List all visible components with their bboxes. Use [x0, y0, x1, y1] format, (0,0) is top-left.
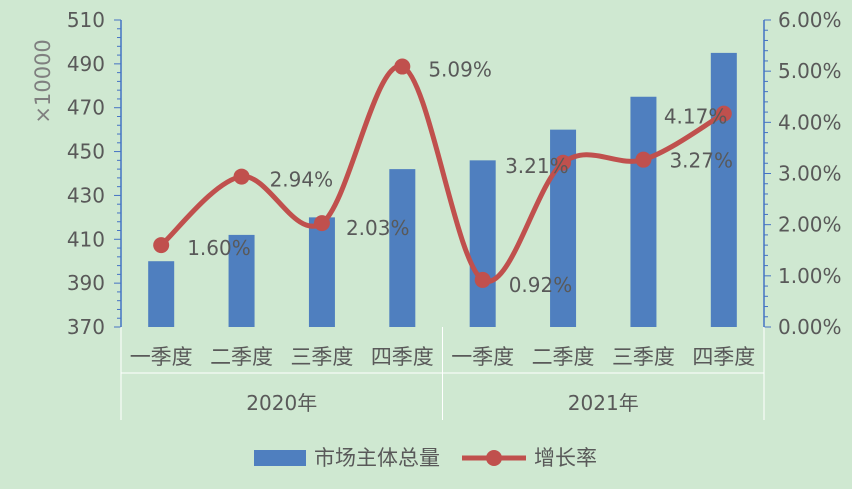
x-tick-label: 三季度 [612, 345, 675, 369]
line-marker [474, 271, 491, 288]
y-tick-label: 370 [67, 315, 105, 339]
y-tick-label: 470 [67, 96, 105, 120]
bar-series [148, 52, 737, 328]
bar [469, 160, 496, 327]
bar [148, 261, 175, 327]
y2-tick-label: 5.00% [778, 59, 842, 83]
x-tick-label: 四季度 [371, 345, 434, 369]
axes: 370 390 410 430 450 470 490 510 0.00% 1.00% 2.00% 3… [31, 8, 842, 339]
y2-tick-label: 3.00% [778, 162, 842, 186]
x-tick-label: 三季度 [290, 345, 353, 369]
bar [308, 217, 335, 327]
line-marker [555, 154, 572, 171]
y2-tick-label: 1.00% [778, 264, 842, 288]
line-data-label: 4.17% [664, 105, 728, 129]
line-data-label: 2.03% [346, 216, 410, 240]
line-data-label: 0.92% [509, 273, 573, 297]
line-data-label: 5.09% [428, 58, 492, 82]
x-tick-label: 一季度 [130, 345, 193, 369]
line-data-label: 3.27% [669, 149, 733, 173]
line-series [153, 58, 732, 288]
legend-label-line: 增长率 [534, 446, 597, 470]
data-labels: 1.60% 2.94% 2.03% 5.09% 0.92% 3.21% 3.27% 4.17% [187, 58, 733, 297]
legend-label-bars: 市场主体总量 [314, 446, 440, 470]
y-tick-label: 430 [67, 183, 105, 207]
y-axis-title: ×10000 [31, 39, 55, 123]
y-tick-label: 390 [67, 271, 105, 295]
line-marker [394, 58, 411, 75]
legend-swatch-bars [254, 450, 306, 466]
legend-marker-line [486, 450, 502, 466]
line-data-label: 1.60% [187, 236, 251, 260]
y2-tick-label: 2.00% [778, 213, 842, 237]
legend: 市场主体总量 增长率 [254, 446, 597, 470]
line-marker [233, 168, 250, 185]
line-marker [715, 105, 732, 122]
line-data-label: 2.94% [270, 168, 334, 192]
x-tick-label: 二季度 [210, 345, 273, 369]
line-marker [635, 151, 652, 168]
growth-line [158, 64, 727, 284]
line-data-label: 3.21% [505, 154, 569, 178]
x-tick-label: 二季度 [532, 345, 595, 369]
y-tick-label: 490 [67, 52, 105, 76]
bar [228, 234, 255, 327]
y2-tick-label: 6.00% [778, 8, 842, 32]
y2-tick-label: 4.00% [778, 110, 842, 134]
x-tick-label: 四季度 [692, 345, 755, 369]
x-group-label: 2020年 [246, 391, 317, 415]
y2-tick-label: 0.00% [778, 315, 842, 339]
bar [710, 52, 737, 328]
line-marker [313, 215, 330, 232]
y-tick-label: 410 [67, 227, 105, 251]
x-tick-label: 一季度 [451, 345, 514, 369]
bar [630, 96, 657, 327]
y-tick-label: 450 [67, 140, 105, 164]
line-marker [153, 237, 170, 254]
x-group-label: 2021年 [568, 391, 639, 415]
y-tick-label: 510 [67, 8, 105, 32]
bar [389, 169, 416, 327]
